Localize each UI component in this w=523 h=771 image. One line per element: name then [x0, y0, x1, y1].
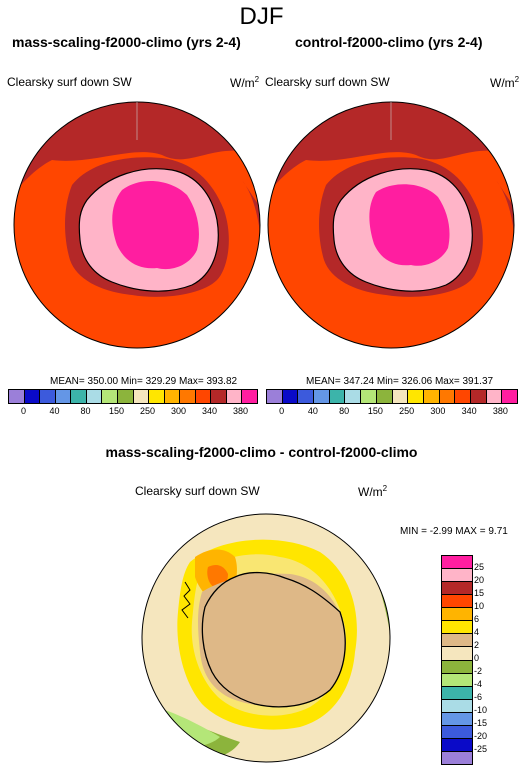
left-colorbar — [8, 389, 258, 404]
colorbar-swatch — [486, 390, 503, 403]
colorbar-tick-label: 340 — [201, 406, 218, 416]
right-stats: MEAN= 347.24 Min= 326.06 Max= 391.37 — [306, 376, 494, 387]
colorbar-swatch — [442, 595, 472, 609]
colorbar-swatch — [40, 390, 56, 403]
left-polar-map — [13, 101, 261, 349]
colorbar-swatch — [502, 390, 517, 403]
colorbar-swatch — [195, 390, 212, 403]
colorbar-tick-label: -4 — [474, 679, 483, 689]
colorbar-tick-label: 300 — [170, 406, 187, 416]
colorbar-swatch — [442, 751, 472, 764]
colorbar-swatch — [24, 390, 41, 403]
colorbar-swatch — [392, 390, 409, 403]
colorbar-tick-label: 4 — [474, 627, 480, 637]
colorbar-tick-label: 300 — [430, 406, 446, 416]
colorbar-tick-label: 6 — [474, 614, 480, 624]
colorbar-tick-label: 80 — [80, 406, 91, 416]
colorbar-tick-label: 0 — [20, 406, 26, 416]
colorbar-swatch — [455, 390, 471, 403]
left-units-label: W/m2 — [230, 75, 260, 90]
right-units-label: W/m2 — [490, 75, 520, 90]
colorbar-tick-label: 40 — [307, 406, 318, 416]
colorbar-swatch — [361, 390, 377, 403]
colorbar-swatch — [55, 390, 72, 403]
colorbar-tick-label: 0 — [474, 653, 480, 663]
left-panel-title: mass-scaling-f2000-climo (yrs 2-4) — [12, 34, 241, 50]
colorbar-tick-label: 20 — [474, 575, 485, 585]
diff-colorbar-ticks: 25 20 15 10 6 4 2 0 -2 -4 -6 -10 -15 -20 -25 — [474, 555, 514, 763]
colorbar-swatch — [423, 390, 440, 403]
colorbar-tick-label: 380 — [232, 406, 249, 416]
colorbar-swatch — [267, 390, 283, 403]
colorbar-tick-label: 380 — [492, 406, 508, 416]
colorbar-swatch — [442, 582, 472, 596]
colorbar-swatch — [442, 621, 472, 635]
colorbar-tick-label: -15 — [474, 718, 488, 728]
diff-units-label: W/m2 — [358, 484, 388, 499]
colorbar-swatch — [314, 390, 330, 403]
colorbar-swatch — [470, 390, 487, 403]
diff-panel-title: mass-scaling-f2000-climo - control-f2000… — [105, 444, 418, 460]
colorbar-tick-label: 10 — [474, 601, 485, 611]
colorbar-swatch — [102, 390, 118, 403]
colorbar-swatch — [408, 390, 424, 403]
diff-stats: MIN = -2.99 MAX = 9.71 — [400, 526, 508, 537]
right-variable-label: Clearsky surf down SW — [265, 75, 390, 89]
colorbar-tick-label: 40 — [49, 406, 60, 416]
colorbar-swatch — [442, 686, 472, 700]
colorbar-tick-label: 0 — [279, 406, 285, 416]
colorbar-swatch — [9, 390, 25, 403]
colorbar-swatch — [71, 390, 87, 403]
colorbar-swatch — [329, 390, 346, 403]
colorbar-tick-label: 150 — [367, 406, 383, 416]
left-variable-label: Clearsky surf down SW — [7, 75, 132, 89]
colorbar-swatch — [149, 390, 165, 403]
colorbar-swatch — [442, 699, 472, 713]
colorbar-swatch — [442, 647, 472, 661]
colorbar-swatch — [442, 660, 472, 674]
colorbar-swatch — [439, 390, 456, 403]
diff-variable-label: Clearsky surf down SW — [135, 484, 260, 498]
colorbar-swatch — [442, 673, 472, 687]
right-panel-title: control-f2000-climo (yrs 2-4) — [295, 34, 483, 50]
colorbar-tick-label: 25 — [474, 562, 485, 572]
colorbar-swatch — [226, 390, 243, 403]
colorbar-tick-label: -2 — [474, 666, 483, 676]
colorbar-swatch — [298, 390, 315, 403]
colorbar-tick-label: 250 — [399, 406, 415, 416]
colorbar-tick-label: 150 — [108, 406, 125, 416]
colorbar-tick-label: -20 — [474, 731, 488, 741]
colorbar-swatch — [376, 390, 393, 403]
colorbar-tick-label: 2 — [474, 640, 480, 650]
figure-title: DJF — [239, 3, 284, 30]
colorbar-swatch — [442, 738, 472, 752]
colorbar-tick-label: 15 — [474, 588, 485, 598]
colorbar-tick-label: 80 — [339, 406, 350, 416]
right-polar-map — [267, 101, 515, 349]
colorbar-swatch — [180, 390, 196, 403]
colorbar-swatch — [345, 390, 362, 403]
diff-colorbar — [441, 555, 473, 765]
left-stats: MEAN= 350.00 Min= 329.29 Max= 393.82 — [50, 376, 238, 387]
colorbar-swatch — [211, 390, 227, 403]
colorbar-tick-label: -10 — [474, 705, 488, 715]
right-colorbar — [266, 389, 518, 404]
colorbar-swatch — [442, 569, 472, 583]
colorbar-swatch — [133, 390, 150, 403]
colorbar-swatch — [242, 390, 257, 403]
colorbar-tick-label: -6 — [474, 692, 483, 702]
colorbar-swatch — [164, 390, 181, 403]
colorbar-swatch — [442, 712, 472, 726]
colorbar-tick-label: 250 — [139, 406, 156, 416]
diff-polar-map — [141, 513, 391, 763]
colorbar-tick-label: -25 — [474, 744, 488, 754]
colorbar-swatch — [86, 390, 103, 403]
colorbar-swatch — [282, 390, 299, 403]
colorbar-tick-label: 340 — [461, 406, 477, 416]
colorbar-swatch — [117, 390, 134, 403]
colorbar-swatch — [442, 556, 472, 570]
colorbar-swatch — [442, 608, 472, 622]
colorbar-swatch — [442, 634, 472, 648]
colorbar-swatch — [442, 725, 472, 739]
